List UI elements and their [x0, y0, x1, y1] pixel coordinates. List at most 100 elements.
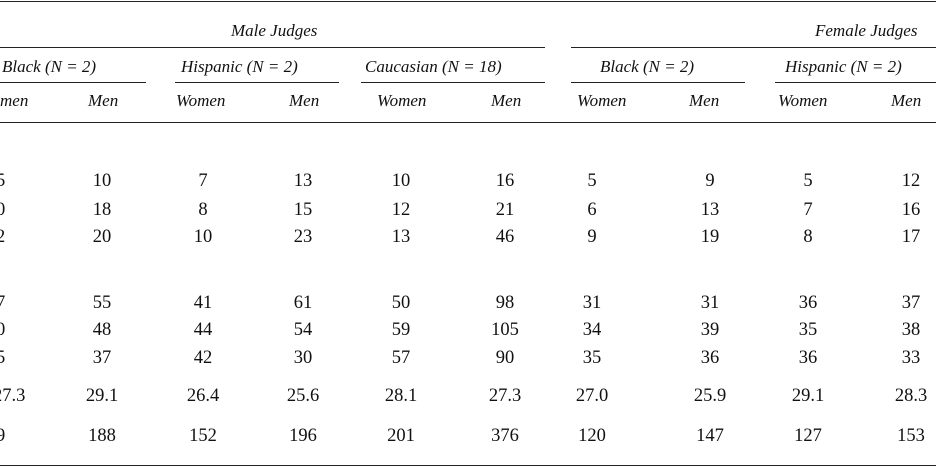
table-cell: 376 [491, 426, 519, 446]
table-cell: 57 [391, 348, 411, 368]
column-header: Men [289, 91, 320, 110]
table-cell: 12 [391, 200, 411, 220]
table-cell: 61 [293, 293, 313, 313]
table-cell: 188 [88, 426, 116, 446]
bottom-rule [0, 465, 936, 466]
table-cell: 48 [92, 320, 112, 340]
table-cell: 16 [901, 200, 921, 220]
table-cell: 10 [193, 227, 213, 247]
table-cell: 152 [189, 426, 217, 446]
table-cell: 10 [391, 171, 411, 191]
table-cell: 46 [495, 227, 515, 247]
hispanic-female-rule [775, 82, 936, 83]
table-cell: 13 [391, 227, 411, 247]
table-cell: 5 [803, 171, 813, 191]
table-cell: 17 [901, 227, 921, 247]
table-cell: 120 [578, 426, 606, 446]
black-male-rule [0, 82, 146, 83]
table-cell: 25.6 [286, 386, 320, 406]
caucasian-male-rule [361, 82, 545, 83]
table-cell: 31 [582, 293, 602, 313]
column-header: Women [176, 91, 226, 110]
table-cell: 5 [0, 171, 6, 191]
table-cell: 13 [700, 200, 720, 220]
male-judges-rule [0, 47, 545, 48]
table-cell: 35 [582, 348, 602, 368]
top-rule [0, 1, 936, 2]
table-cell: 127 [794, 426, 822, 446]
table-cell: 55 [92, 293, 112, 313]
table-cell: 27.0 [575, 386, 609, 406]
table-cell: 15 [293, 200, 313, 220]
table-cell: 35 [798, 320, 818, 340]
table-cell: 0 [0, 200, 6, 220]
table-cell: 28.3 [894, 386, 928, 406]
table-cell: 19 [700, 227, 720, 247]
subheader-female-black: Black (N = 2) [600, 57, 695, 76]
subheader-male-hispanic: Hispanic (N = 2) [181, 57, 298, 76]
column-header: Men [689, 91, 720, 110]
table-cell: 10 [92, 171, 112, 191]
column-header: men [0, 91, 29, 110]
table-cell: 12 [901, 171, 921, 191]
table-cell: 18 [92, 200, 112, 220]
table-cell: 38 [901, 320, 921, 340]
table-cell: 9 [0, 426, 6, 446]
table-cell: 39 [700, 320, 720, 340]
table-cell: 59 [391, 320, 411, 340]
table-cell: 27.3 [0, 386, 26, 406]
table-cell: 36 [798, 293, 818, 313]
table-cell: 7 [0, 293, 6, 313]
table-cell: 147 [696, 426, 724, 446]
table-cell: 196 [289, 426, 317, 446]
column-header: Men [491, 91, 522, 110]
table-cell: 27.3 [488, 386, 522, 406]
table-cell: 42 [193, 348, 213, 368]
table-cell: 0 [0, 320, 6, 340]
table-cell: 7 [198, 171, 208, 191]
table-cell: 29.1 [791, 386, 825, 406]
table-cell: 30 [293, 348, 313, 368]
subheader-male-black: Black (N = 2) [2, 57, 97, 76]
table-cell: 34 [582, 320, 602, 340]
column-header: Women [577, 91, 627, 110]
table-cell: 16 [495, 171, 515, 191]
table-cell: 37 [901, 293, 921, 313]
table-cell: 25.9 [693, 386, 727, 406]
column-header: Men [88, 91, 119, 110]
table-cell: 8 [803, 227, 813, 247]
table-cell: 98 [495, 293, 515, 313]
table-cell: 50 [391, 293, 411, 313]
table-cell: 54 [293, 320, 313, 340]
table-cell: 20 [92, 227, 112, 247]
subheader-male-caucasian: Caucasian (N = 18) [365, 57, 502, 76]
table-cell: 5 [0, 348, 6, 368]
table-cell: 7 [803, 200, 813, 220]
column-header: Men [891, 91, 922, 110]
table-cell: 201 [387, 426, 415, 446]
header-bottom-rule [0, 122, 936, 123]
table-cell: 28.1 [384, 386, 418, 406]
group-header-female: Female Judges [815, 21, 918, 40]
table-cell: 33 [901, 348, 921, 368]
group-header-male: Male Judges [231, 21, 318, 40]
table-cell: 90 [495, 348, 515, 368]
table-cell: 36 [700, 348, 720, 368]
column-header: Women [778, 91, 828, 110]
column-header: Women [377, 91, 427, 110]
table-cell: 44 [193, 320, 213, 340]
subheader-female-hispanic: Hispanic (N = 2) [785, 57, 902, 76]
table-cell: 23 [293, 227, 313, 247]
female-judges-rule [571, 47, 936, 48]
table-cell: 41 [193, 293, 213, 313]
table-cell: 26.4 [186, 386, 220, 406]
hispanic-male-rule [175, 82, 339, 83]
black-female-rule [571, 82, 745, 83]
table-cell: 6 [587, 200, 597, 220]
table-cell: 9 [587, 227, 597, 247]
table-cell: 105 [491, 320, 519, 340]
table-cell: 37 [92, 348, 112, 368]
table-cell: 13 [293, 171, 313, 191]
table-cell: 5 [587, 171, 597, 191]
